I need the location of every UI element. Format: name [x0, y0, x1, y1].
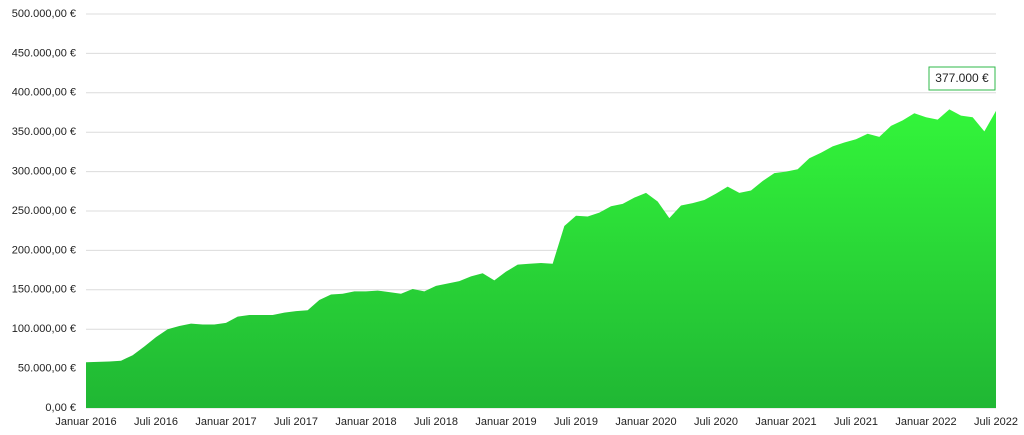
tooltip-box — [928, 66, 996, 91]
y-tick-label: 0,00 € — [45, 402, 76, 414]
y-tick-label: 200.000,00 € — [12, 244, 76, 256]
x-tick-label: Januar 2018 — [335, 416, 396, 428]
x-tick-label: Juli 2021 — [834, 416, 878, 428]
y-tick-label: 350.000,00 € — [12, 126, 76, 138]
y-tick-label: 500.000,00 € — [12, 8, 76, 20]
y-tick-label: 50.000,00 € — [18, 363, 76, 375]
x-tick-label: Januar 2021 — [755, 416, 816, 428]
y-tick-label: 300.000,00 € — [12, 166, 76, 178]
x-tick-label: Januar 2022 — [895, 416, 956, 428]
tooltip-label: 377.000 € — [935, 71, 989, 85]
y-tick-label: 450.000,00 € — [12, 47, 76, 59]
y-tick-label: 150.000,00 € — [12, 284, 76, 296]
x-tick-label: Januar 2019 — [475, 416, 536, 428]
x-tick-label: Juli 2016 — [134, 416, 178, 428]
x-tick-label: Juli 2018 — [414, 416, 458, 428]
y-tick-label: 250.000,00 € — [12, 205, 76, 217]
x-tick-label: Januar 2020 — [615, 416, 676, 428]
x-tick-label: Januar 2016 — [55, 416, 116, 428]
area — [86, 109, 996, 409]
x-tick-label: Januar 2017 — [195, 416, 256, 428]
x-tick-label: Juli 2020 — [694, 416, 738, 428]
y-tick-label: 100.000,00 € — [12, 323, 76, 335]
x-tick-label: Juli 2022 — [974, 416, 1018, 428]
x-tick-label: Juli 2019 — [554, 416, 598, 428]
x-tick-label: Juli 2017 — [274, 416, 318, 428]
y-tick-label: 400.000,00 € — [12, 87, 76, 99]
